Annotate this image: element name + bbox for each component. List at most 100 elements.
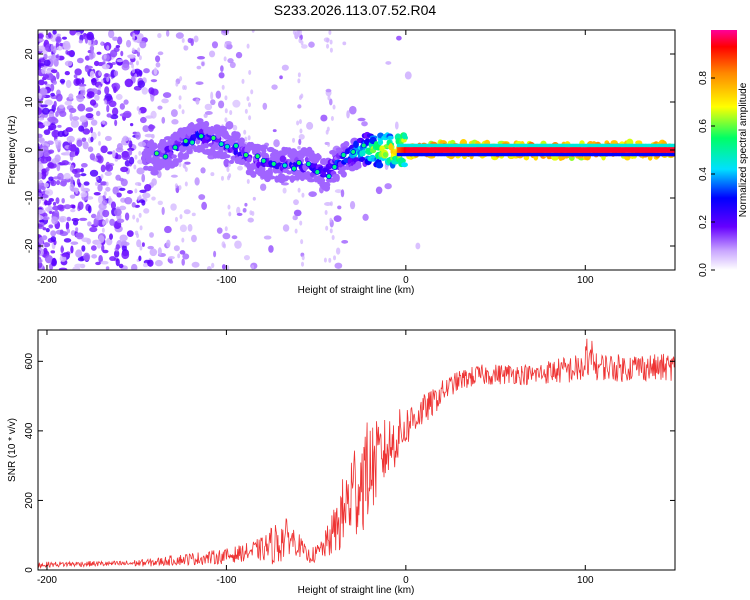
spectrogram-cell xyxy=(613,147,616,153)
spectrogram-cell xyxy=(181,258,185,266)
spectrogram-cell xyxy=(129,123,134,127)
spectrogram-cell xyxy=(454,152,457,157)
spectrogram-cell xyxy=(226,265,230,270)
spectrogram-cell xyxy=(136,217,140,223)
spectrogram-cell xyxy=(464,147,467,153)
spectrogram-cell xyxy=(327,95,331,101)
spectrogram-cell xyxy=(97,183,103,192)
spectrogram-cell xyxy=(38,45,45,52)
spectrogram-cell xyxy=(504,147,507,153)
y-tick-label: 0 xyxy=(24,147,35,153)
spectrogram-cell xyxy=(175,32,184,39)
spectrogram-cell xyxy=(668,143,670,148)
spectrogram-cell xyxy=(490,143,492,148)
spectrogram-cell xyxy=(293,209,302,217)
spectrogram-cell xyxy=(416,152,419,157)
spectrogram-cell xyxy=(437,143,439,148)
spectrogram-cell xyxy=(218,72,225,79)
spectrogram-cell xyxy=(481,147,484,153)
spectrogram-cell xyxy=(211,262,215,269)
spectrogram-cell xyxy=(144,183,152,192)
spectrogram-cell xyxy=(612,152,614,157)
spectrogram-cell xyxy=(170,174,178,178)
spectrogram-cell xyxy=(224,117,228,123)
spectrogram-cell xyxy=(603,147,606,153)
spectrogram-cell xyxy=(51,216,59,225)
spectrogram-cell xyxy=(661,152,663,157)
spectrogram-cell xyxy=(513,147,515,153)
spectrogram-cell xyxy=(427,143,429,148)
spectrogram-cell xyxy=(112,186,119,195)
spectrogram-cell xyxy=(247,102,251,108)
spectrogram-cell xyxy=(102,249,109,254)
spectrogram-cell xyxy=(579,152,581,157)
spectrogram-cell xyxy=(293,199,299,206)
spectrogram-cell xyxy=(594,152,597,157)
spectrogram-cell xyxy=(642,147,645,153)
spectrogram-cell xyxy=(663,143,666,148)
spectrogram-cell xyxy=(514,147,517,153)
spectrogram-cell xyxy=(324,209,328,215)
spectrogram-cell xyxy=(56,71,60,80)
spectrogram-cell xyxy=(98,85,102,91)
spectrogram-cell xyxy=(613,152,616,157)
spectrogram-cell xyxy=(292,137,296,143)
spectrogram-cell xyxy=(178,162,182,168)
spectrogram-cell xyxy=(78,125,85,132)
spectrogram-cell xyxy=(435,147,438,153)
spectrogram-cell xyxy=(144,133,154,138)
spectrogram-cell xyxy=(164,225,172,234)
spectrogram-cell xyxy=(462,147,465,153)
spectrogram-cell xyxy=(553,147,556,153)
spectrogram-cell xyxy=(325,129,329,135)
spectrogram-cell xyxy=(470,143,472,148)
spectrogram-cell xyxy=(75,188,79,195)
spectrogram-cell xyxy=(182,253,190,260)
spectrogram-cell xyxy=(52,176,62,180)
spectrogram-cell xyxy=(607,143,610,148)
spectrogram-cell xyxy=(98,71,102,77)
spectrogram-cell xyxy=(462,143,465,148)
spectrogram-cell xyxy=(61,253,69,258)
spectrogram-cell xyxy=(477,143,480,148)
x-tick-label: 0 xyxy=(403,275,409,286)
spectrogram-cell xyxy=(196,55,206,60)
spectrogram-cell xyxy=(87,205,92,214)
colorbar-tick-label: 0.0 xyxy=(698,263,709,277)
spectrogram-cell xyxy=(472,147,475,153)
spectrogram-cell xyxy=(94,94,100,101)
spectrogram-cell xyxy=(246,43,250,49)
spectrogram-cell xyxy=(483,143,485,148)
spectrogram-cell xyxy=(301,261,305,267)
spectrogram-cell xyxy=(527,152,530,157)
spectrogram-cell xyxy=(457,152,459,157)
spectrogram-cell xyxy=(90,126,94,134)
spectrogram-cell xyxy=(174,216,178,222)
spectrogram-cell xyxy=(44,254,53,264)
spectrogram-cell xyxy=(629,143,632,148)
spectrogram-cell xyxy=(411,152,414,157)
spectrogram-cell xyxy=(510,152,513,157)
spectrogram-cell xyxy=(105,218,109,224)
spectrogram-cell xyxy=(528,147,531,153)
spectrogram-cell xyxy=(52,205,60,211)
spectrogram-cell xyxy=(85,107,94,112)
spectrogram-cell xyxy=(642,143,645,148)
spectrogram-cell xyxy=(530,152,533,157)
spectrogram-cell xyxy=(61,36,67,40)
spectrogram-cell xyxy=(594,143,597,148)
spectrogram-cell xyxy=(415,242,421,250)
x-tick-label: 100 xyxy=(577,275,594,286)
spectrogram-cell xyxy=(658,152,660,157)
spectrogram-cell xyxy=(478,147,481,153)
spectrogram-cell xyxy=(540,143,543,148)
spectrogram-cell xyxy=(577,152,580,157)
spectrogram-cell xyxy=(652,147,655,153)
spectrogram-cell xyxy=(384,183,392,190)
spectrogram-cell xyxy=(72,219,79,226)
spectrogram-cell xyxy=(297,104,302,109)
spectrogram-cell xyxy=(497,143,500,148)
spectrogram-cell xyxy=(557,143,560,148)
spectrogram-cell xyxy=(603,143,606,148)
spectrogram-cell xyxy=(370,157,376,162)
